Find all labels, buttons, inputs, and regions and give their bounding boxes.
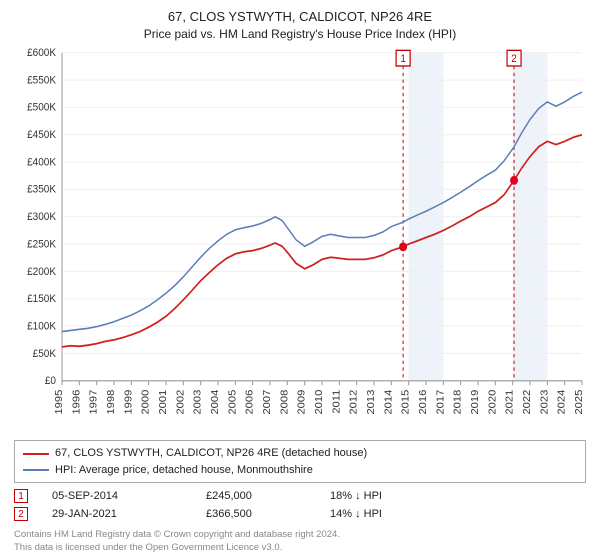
y-tick-label: £600K	[27, 46, 56, 59]
x-tick-label: 2012	[348, 389, 359, 414]
transaction-date: 29-JAN-2021	[52, 508, 192, 520]
x-tick-label: 2024	[556, 389, 567, 414]
chart-svg: £0 £50K £100K £150K £200K £250K £300K £350K £400…	[14, 46, 586, 437]
x-tick-label: 2004	[210, 389, 221, 414]
footer-line-2: This data is licensed under the Open Gov…	[14, 542, 586, 554]
legend-row: HPI: Average price, detached house, Monm…	[23, 462, 577, 479]
y-tick-label: £350K	[27, 183, 56, 196]
y-tick-label: £200K	[27, 265, 56, 278]
y-tick-label: £250K	[27, 238, 56, 251]
sale-point	[510, 176, 518, 185]
y-tick-label: £300K	[27, 210, 56, 223]
x-tick-label: 2016	[418, 389, 429, 414]
x-tick-label: 2021	[504, 389, 515, 414]
x-tick-label: 2020	[487, 389, 498, 414]
legend-row: 67, CLOS YSTWYTH, CALDICOT, NP26 4RE (de…	[23, 445, 577, 462]
x-tick-label: 2022	[522, 389, 533, 414]
legend-box: 67, CLOS YSTWYTH, CALDICOT, NP26 4RE (de…	[14, 440, 586, 483]
transactions-table: 1 05-SEP-2014 £245,000 18% ↓ HPI 2 29-JA…	[14, 489, 586, 521]
transaction-marker-number: 2	[511, 52, 517, 65]
x-tick-label: 2001	[158, 389, 169, 414]
x-tick-label: 2018	[452, 389, 463, 414]
x-tick-label: 2002	[175, 389, 186, 414]
x-tick-label: 2019	[470, 389, 481, 414]
transaction-marker-icon: 1	[14, 489, 28, 503]
x-tick-label: 1998	[106, 389, 117, 414]
y-tick-label: £500K	[27, 101, 56, 114]
x-tick-label: 1997	[88, 389, 99, 414]
y-tick-label: £450K	[27, 128, 56, 141]
chart-plot-area: £0 £50K £100K £150K £200K £250K £300K £350K £400…	[14, 46, 586, 437]
x-tick-label: 2005	[227, 389, 238, 414]
x-tick-label: 2006	[244, 389, 255, 414]
x-tick-label: 2008	[279, 389, 290, 414]
legend-swatch-blue	[23, 469, 49, 471]
x-tick-label: 1999	[123, 389, 134, 414]
y-tick-label: £150K	[27, 292, 56, 305]
chart-title-subtitle: Price paid vs. HM Land Registry's House …	[14, 26, 586, 42]
legend-swatch-red	[23, 453, 49, 455]
series-hpi	[62, 92, 582, 331]
transaction-marker-label: 1	[18, 491, 24, 502]
x-tick-label: 2025	[574, 389, 585, 414]
sale-point	[399, 242, 407, 251]
footer-line-1: Contains HM Land Registry data © Crown c…	[14, 529, 586, 541]
x-tick-label: 2007	[262, 389, 273, 414]
legend-label-blue: HPI: Average price, detached house, Monm…	[55, 462, 313, 479]
y-tick-label: £0	[45, 374, 56, 387]
x-tick-label: 2009	[296, 389, 307, 414]
x-tick-label: 2003	[192, 389, 203, 414]
chart-container: 67, CLOS YSTWYTH, CALDICOT, NP26 4RE Pri…	[0, 0, 600, 560]
y-tick-label: £50K	[33, 347, 56, 360]
transaction-date: 05-SEP-2014	[52, 490, 192, 502]
x-tick-label: 2013	[366, 389, 377, 414]
y-tick-label: £550K	[27, 74, 56, 87]
chart-title-address: 67, CLOS YSTWYTH, CALDICOT, NP26 4RE	[14, 8, 586, 26]
transaction-price: £245,000	[206, 490, 316, 502]
transaction-price: £366,500	[206, 508, 316, 520]
x-tick-label: 2011	[331, 389, 342, 413]
series-price_paid	[62, 134, 582, 346]
x-tick-label: 2023	[539, 389, 550, 414]
x-tick-label: 2017	[435, 389, 446, 414]
transaction-marker-label: 2	[18, 509, 24, 520]
transaction-delta: 18% ↓ HPI	[330, 490, 490, 502]
y-tick-label: £100K	[27, 320, 56, 333]
chart-title-block: 67, CLOS YSTWYTH, CALDICOT, NP26 4RE Pri…	[14, 8, 586, 42]
legend-label-red: 67, CLOS YSTWYTH, CALDICOT, NP26 4RE (de…	[55, 445, 367, 462]
x-tick-label: 2010	[314, 389, 325, 414]
x-tick-label: 2015	[400, 389, 411, 414]
transaction-delta: 14% ↓ HPI	[330, 508, 490, 520]
x-tick-label: 1995	[54, 389, 65, 414]
x-tick-label: 1996	[71, 389, 82, 414]
x-tick-label: 2014	[383, 389, 394, 414]
y-tick-label: £400K	[27, 156, 56, 169]
x-tick-label: 2000	[140, 389, 151, 414]
transaction-marker-icon: 2	[14, 507, 28, 521]
footer-attribution: Contains HM Land Registry data © Crown c…	[14, 529, 586, 554]
transaction-marker-number: 1	[400, 52, 406, 65]
